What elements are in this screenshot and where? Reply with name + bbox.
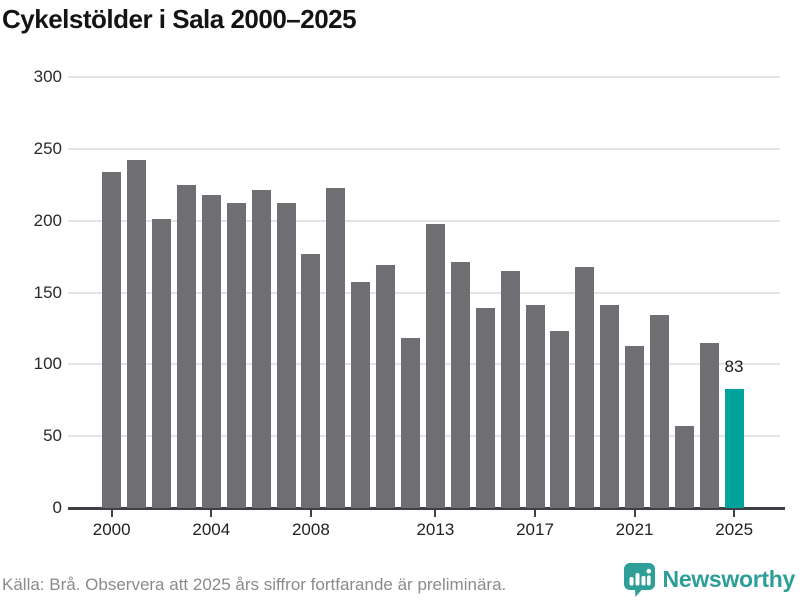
- gridline-300: [68, 76, 780, 78]
- bar-2011: [376, 265, 396, 508]
- x-axis-tick-2000: [110, 510, 113, 517]
- y-axis-tick-label: 300: [33, 67, 62, 86]
- bar-2024: [699, 342, 719, 508]
- bar-2008: [301, 253, 321, 508]
- gridline-200: [68, 219, 780, 222]
- bar-2023: [674, 426, 694, 508]
- y-axis-tick-label: 0: [52, 498, 62, 517]
- y-axis-tick-label: 50: [43, 426, 62, 446]
- bar-2009: [326, 187, 346, 508]
- bar-2003: [176, 184, 196, 508]
- gridline-100: [68, 363, 780, 366]
- bar-2002: [152, 219, 171, 508]
- newsworthy-logo: Newsworthy: [623, 561, 795, 597]
- bar-2015: [475, 308, 495, 508]
- bar-2000: [102, 171, 122, 508]
- bar-2005: [226, 203, 246, 508]
- x-axis-tick-2025: [733, 510, 736, 517]
- bar-2013: [425, 223, 445, 508]
- bar-2010: [351, 282, 371, 508]
- source-note: Källa: Brå. Observera att 2025 års siffr…: [2, 575, 507, 594]
- bar-2022: [650, 315, 669, 508]
- bar-2007: [276, 203, 296, 508]
- bar-2018: [550, 331, 570, 508]
- bar-2012: [401, 338, 420, 508]
- gridline-50: [68, 435, 780, 438]
- x-axis-tick-2008: [309, 510, 312, 517]
- x-axis-tick-label: 2013: [416, 520, 455, 539]
- x-axis-tick-label: 2025: [715, 520, 754, 539]
- x-axis-tick-2021: [633, 510, 636, 517]
- bar-2019: [575, 266, 595, 508]
- newsworthy-wordmark: Newsworthy: [662, 565, 796, 592]
- bar-value-label-2025: 83: [724, 357, 744, 376]
- x-axis-tick-label: 2000: [92, 520, 131, 539]
- bar-2004: [201, 194, 221, 508]
- x-axis-tick-label: 2017: [516, 520, 554, 539]
- gridline-250: [68, 147, 780, 150]
- x-axis-tick-label: 2008: [291, 520, 330, 539]
- bar-2001: [127, 160, 147, 508]
- y-axis-tick-label: 100: [33, 354, 62, 374]
- x-axis-tick-2004: [210, 510, 213, 517]
- gridline-150: [68, 291, 780, 294]
- bar-2016: [500, 270, 520, 508]
- bar-2021: [625, 345, 645, 508]
- y-axis-tick-label: 150: [33, 282, 62, 302]
- bar-2025: [724, 388, 744, 508]
- x-axis-tick-label: 2021: [615, 520, 654, 539]
- x-axis-tick-2017: [534, 510, 536, 517]
- bar-2017: [525, 305, 545, 508]
- x-axis-line: [68, 507, 785, 510]
- bar-2020: [600, 305, 620, 508]
- newsworthy-bubble-chart-icon: [623, 562, 656, 597]
- y-axis-tick-label: 200: [33, 210, 62, 230]
- bar-2014: [450, 262, 470, 508]
- chart-title: Cykelstölder i Sala 2000–2025: [2, 4, 357, 34]
- bar-2006: [251, 190, 271, 508]
- x-axis-tick-label: 2004: [192, 520, 231, 539]
- y-axis-tick-label: 250: [33, 138, 62, 158]
- x-axis-tick-2013: [434, 510, 437, 517]
